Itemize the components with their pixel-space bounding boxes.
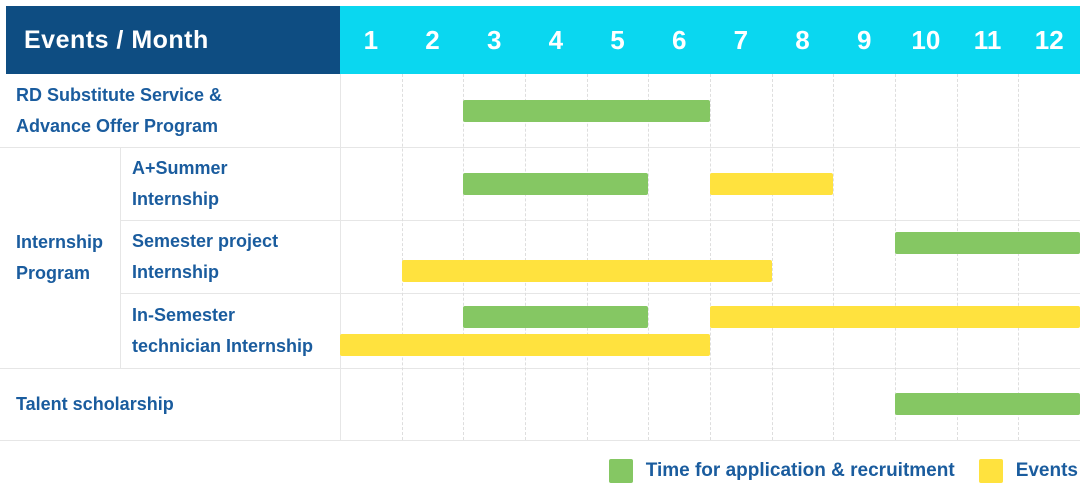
- month-header-2: 2: [425, 24, 440, 55]
- row-label-line: Internship: [132, 188, 220, 209]
- legend-label-recruitment: Time for application & recruitment: [645, 460, 955, 481]
- row-label-line: Internship: [132, 261, 220, 282]
- legend-label-events: Events: [1015, 460, 1078, 481]
- row-label-2: A+Summer Internship: [132, 147, 228, 220]
- month-header-row: 1 2 3 4 5 6 7 8 9 10 11 12: [340, 6, 1080, 74]
- row-divider-line: [0, 147, 1080, 148]
- legend-item-recruitment: Time for application & recruitment: [608, 459, 955, 483]
- row-label-line: Advance Offer Program: [16, 115, 219, 136]
- month-header-10: 10: [911, 24, 941, 55]
- month-divider-line: [1018, 74, 1020, 440]
- row-label-line: Semester project: [132, 230, 279, 251]
- month-header-12: 12: [1034, 24, 1064, 55]
- bar-recruit: [463, 305, 649, 328]
- group-label-line: Internship: [16, 231, 104, 252]
- month-header-3: 3: [486, 24, 502, 55]
- month-divider-line: [463, 74, 465, 440]
- group-label-line: Program: [16, 262, 91, 283]
- row-label-5: Talent scholarship: [16, 368, 174, 440]
- row-divider-line: [0, 368, 1080, 369]
- month-divider-line: [401, 74, 403, 440]
- month-divider-line: [771, 74, 773, 440]
- month-divider-line: [956, 74, 958, 440]
- month-header-9: 9: [856, 24, 872, 55]
- bar-recruit: [895, 393, 1080, 415]
- row-label-line: A+Summer: [132, 157, 228, 178]
- row-divider-line: [120, 293, 1080, 294]
- legend-swatch-events: [978, 459, 1003, 483]
- row-label-3: Semester project Internship: [132, 220, 278, 293]
- bar-recruit: [463, 172, 649, 195]
- row-divider-line: [120, 220, 1080, 221]
- row-divider-line: [0, 440, 1080, 441]
- month-divider-line: [648, 74, 650, 440]
- month-header-4: 4: [548, 24, 564, 55]
- legend-swatch-recruitment: [608, 459, 633, 483]
- month-divider-line: [833, 74, 835, 440]
- month-header-8: 8: [795, 24, 810, 55]
- row-label-line: Talent scholarship: [16, 393, 174, 414]
- month-header-5: 5: [610, 24, 625, 55]
- month-header-7: 7: [733, 24, 749, 55]
- label-column-divider: [340, 74, 341, 440]
- sub-column-divider: [120, 147, 121, 368]
- month-header-11: 11: [973, 24, 1002, 55]
- group-label-internship-program: Internship Program: [16, 147, 103, 368]
- month-divider-line: [586, 74, 588, 440]
- bar-event: [710, 172, 834, 195]
- bar-event: [710, 305, 1080, 328]
- row-label-line: In-Semester: [132, 304, 236, 325]
- legend-item-events: Events: [978, 459, 1078, 483]
- header-title-cell: Events / Month: [6, 6, 340, 74]
- row-label-1: RD Substitute Service & Advance Offer Pro…: [16, 74, 222, 147]
- month-header-1: 1: [363, 24, 379, 55]
- month-divider-line: [525, 74, 526, 440]
- legend: Time for application & recruitment Event…: [608, 456, 1078, 486]
- row-label-4: In-Semester technician Internship: [132, 293, 313, 368]
- bar-recruit: [895, 231, 1080, 254]
- bar-event: [401, 259, 772, 282]
- bar-event: [340, 333, 710, 356]
- month-header-6: 6: [671, 24, 687, 55]
- table-title: Events / Month: [24, 25, 209, 54]
- bar-recruit: [463, 99, 710, 122]
- month-divider-line: [710, 74, 711, 440]
- row-label-line: technician Internship: [132, 335, 314, 356]
- row-label-line: RD Substitute Service &: [16, 84, 223, 105]
- month-divider-line: [895, 74, 896, 440]
